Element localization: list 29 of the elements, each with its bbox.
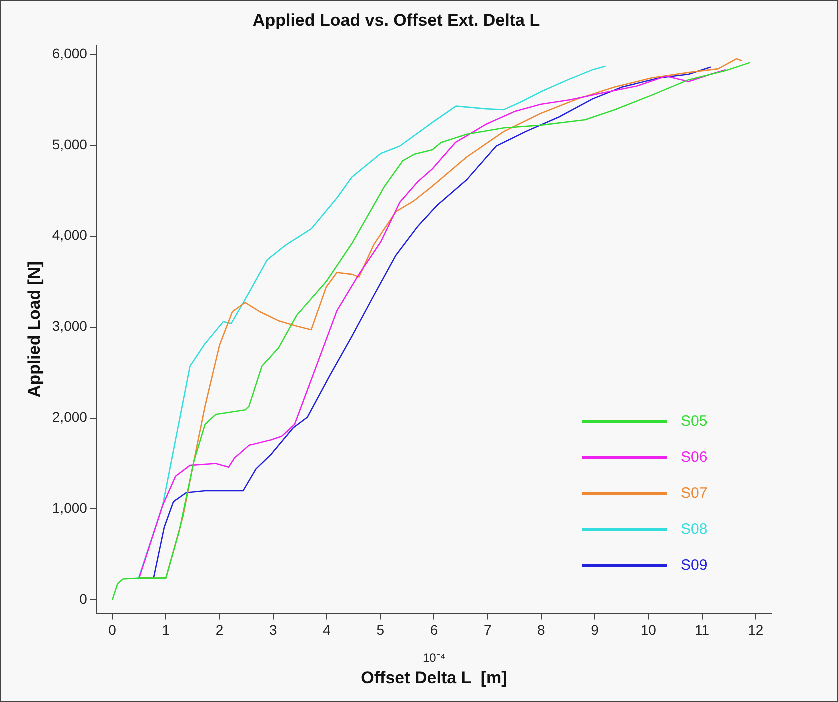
x-tick-label: 10	[640, 622, 657, 638]
y-tick-label: 6,000	[52, 45, 88, 62]
x-tick-label: 4	[323, 622, 332, 638]
x-tick-label: 7	[484, 622, 492, 638]
x-tick-label: 8	[538, 622, 546, 638]
x-tick-label: 11	[695, 622, 710, 638]
y-tick-label: 3,000	[52, 318, 88, 334]
text: S08	[681, 521, 708, 538]
text: S06	[681, 449, 708, 466]
text: S05	[681, 413, 708, 430]
y-axis-title: Applied Load [N]	[24, 262, 44, 398]
x-tick-label: 0	[108, 622, 117, 638]
x-tick-label: 6	[430, 622, 438, 638]
chart-title: Applied Load vs. Offset Ext. Delta L	[252, 10, 540, 30]
x-tick-label: 1	[162, 622, 170, 638]
y-tick-label: 0	[80, 591, 88, 608]
x-tick-label: 9	[591, 622, 600, 638]
y-tick-label: 4,000	[52, 227, 88, 244]
x-tick-label: 5	[376, 622, 385, 638]
x-tick-label: 2	[216, 622, 224, 638]
text: S09	[681, 557, 708, 574]
text: 10⁻⁴	[422, 650, 446, 665]
y-tick-label: 1,000	[52, 500, 88, 516]
x-tick-label: 3	[269, 622, 278, 638]
x-tick-label: 12	[748, 622, 764, 638]
text: S07	[681, 485, 708, 502]
x-axis-title: Offset Delta L [m]	[361, 668, 508, 688]
y-tick-label: 5,000	[52, 136, 88, 152]
y-tick-label: 2,000	[52, 409, 88, 426]
